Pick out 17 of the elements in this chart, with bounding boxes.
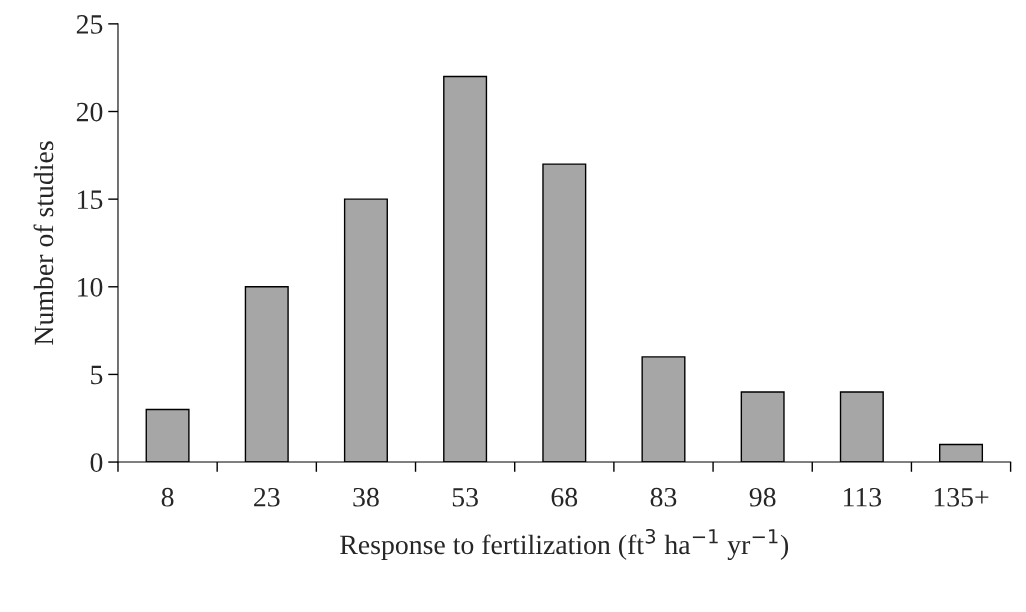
y-axis-title: Number of studies	[33, 141, 54, 345]
y-tick-label: 15	[78, 190, 103, 210]
x-axis-title: Response to fertilization (ft$^{3}$ ha$^{−1}$ yr$^{−1}$)	[340, 528, 789, 560]
x-tick-label: 68	[551, 487, 578, 507]
y-tick-label: 20	[76, 102, 103, 122]
x-tick-label: 23	[254, 487, 280, 507]
x-tick-label: 98	[749, 487, 776, 507]
y-tick-label: 5	[91, 365, 103, 385]
x-tick-label: 135+	[934, 487, 989, 507]
x-tick-label: 83	[650, 487, 677, 507]
x-tick-label: 38	[353, 487, 379, 507]
x-tick-label: 113	[843, 487, 882, 507]
y-tick-label: 25	[76, 15, 103, 34]
y-tick-label: 0	[90, 453, 103, 472]
y-tick-label: 10	[78, 277, 103, 297]
x-tick-label: 8	[161, 487, 174, 507]
x-tick-label: 53	[452, 487, 478, 507]
